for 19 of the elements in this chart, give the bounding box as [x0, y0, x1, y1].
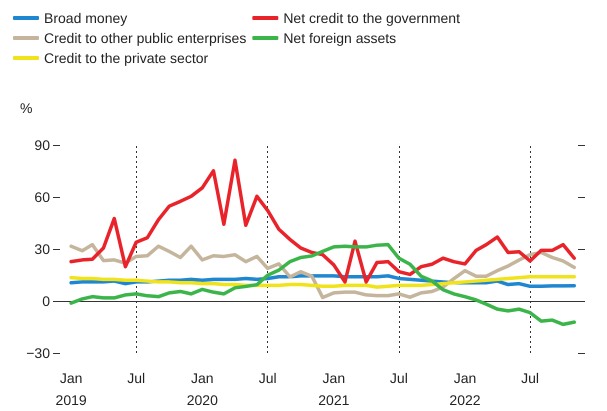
- x-tick-label: Jan 2020: [186, 370, 218, 408]
- legend-label: Broad money: [44, 10, 128, 26]
- x-tick-label: Jul: [390, 370, 408, 386]
- x-tick-label: Jul: [521, 370, 539, 386]
- y-tick-label: 30: [34, 241, 50, 257]
- y-tick-label: 0: [42, 293, 50, 309]
- x-tick-label: Jul: [127, 370, 146, 386]
- legend-label: Credit to the private sector: [44, 50, 209, 66]
- y-axis-title: %: [20, 100, 32, 116]
- x-tick-label: Jul: [258, 370, 277, 386]
- legend-label: Net credit to the government: [283, 10, 460, 26]
- x-tick-label: Jan 2019: [56, 370, 87, 408]
- y-tick-label: −30: [26, 345, 50, 361]
- x-tick-label: Jan 2021: [318, 370, 350, 408]
- y-tick-label: 60: [34, 189, 50, 205]
- y-tick-label: 90: [34, 137, 50, 153]
- legend-label: Net foreign assets: [283, 30, 396, 46]
- legend-label: Credit to other public enterprises: [44, 30, 246, 46]
- x-tick-label: Jan 2022: [449, 370, 481, 408]
